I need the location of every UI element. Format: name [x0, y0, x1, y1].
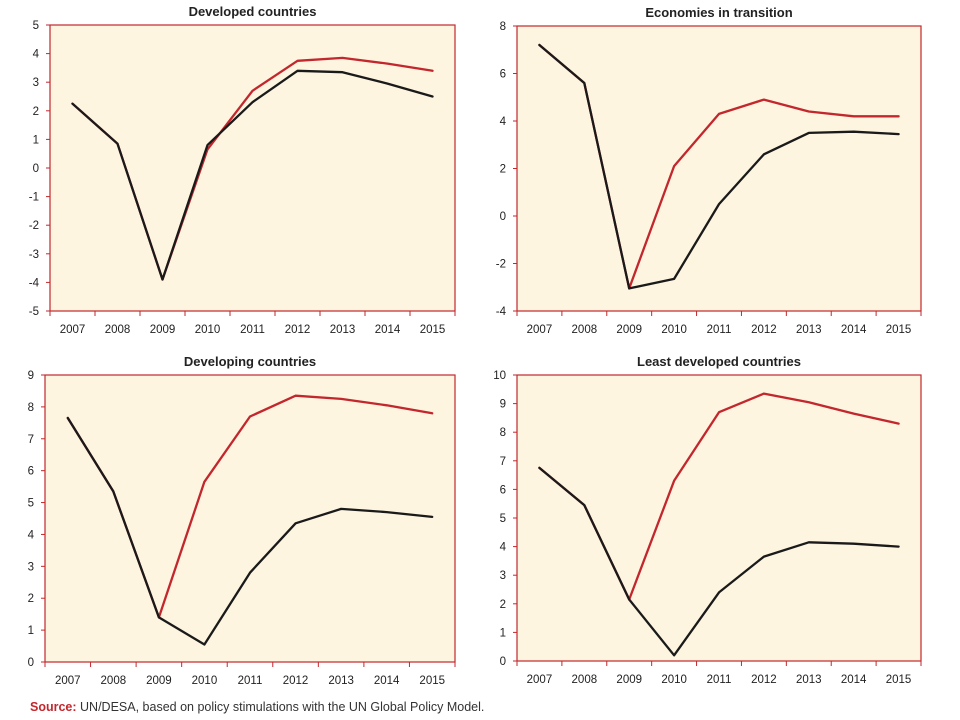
y-tick-label: 1: [500, 627, 506, 639]
y-tick-label: 5: [500, 513, 506, 525]
chart-title: Developed countries: [189, 4, 317, 19]
x-tick-label: 2012: [283, 675, 309, 687]
x-tick-label: 2010: [195, 324, 221, 336]
y-tick-label: 0: [500, 211, 506, 223]
plot-background: [517, 375, 921, 661]
x-tick-label: 2015: [886, 324, 912, 336]
y-tick-label: 5: [28, 498, 34, 510]
y-tick-label: -5: [29, 306, 39, 318]
x-tick-label: 2008: [105, 324, 131, 336]
y-tick-label: -2: [496, 259, 506, 271]
x-tick-label: 2013: [328, 675, 354, 687]
y-tick-label: 2: [500, 599, 506, 611]
plot-background: [517, 26, 921, 311]
y-tick-label: -3: [29, 249, 39, 261]
chart-panel-1: Developed countries 5 4 3 2 1 0 -1 -2 -3 -4 -5 2007 2…: [29, 4, 456, 336]
y-tick-label: 9: [500, 399, 506, 411]
x-tick-label: 2009: [150, 324, 176, 336]
x-tick-label: 2007: [527, 324, 553, 336]
chart-panel-2: Economies in transition 8 6 4 2 0 -2 -4 2007 2008…: [496, 5, 922, 336]
plot-frame: [44, 374, 456, 663]
x-tick-label: 2007: [527, 674, 553, 686]
x-tick-label: 2015: [419, 675, 445, 687]
y-tick-label: 4: [28, 529, 35, 541]
plot-frame: [516, 25, 922, 312]
y-tick-label: 6: [500, 484, 506, 496]
chart-title: Developing countries: [184, 354, 316, 369]
x-tick-label: 2014: [375, 324, 401, 336]
plot-frame: [516, 374, 922, 662]
y-tick-label: 6: [28, 466, 34, 478]
y-tick-label: 7: [28, 434, 34, 446]
x-tick-label: 2015: [886, 674, 912, 686]
x-tick-label: 2013: [330, 324, 356, 336]
x-tick-label: 2010: [192, 675, 218, 687]
x-tick-label: 2009: [616, 324, 642, 336]
x-tick-label: 2013: [796, 324, 822, 336]
y-tick-label: 0: [500, 656, 506, 668]
y-tick-label: -4: [496, 306, 507, 318]
y-tick-label: -1: [29, 192, 39, 204]
x-tick-label: 2009: [616, 674, 642, 686]
chart-panel-4: Least developed countries109876543210200…: [493, 354, 922, 686]
y-tick-label: 2: [33, 106, 39, 118]
x-tick-label: 2012: [285, 324, 311, 336]
series-line-2: [538, 43, 900, 290]
x-tick-label: 2007: [55, 675, 81, 687]
x-tick-label: 2012: [751, 324, 777, 336]
x-tick-label: 2010: [661, 674, 687, 686]
chart-title: Least developed countries: [637, 354, 801, 369]
y-tick-label: 2: [28, 593, 34, 605]
series-line-2: [71, 69, 434, 281]
y-tick-label: -4: [29, 277, 40, 289]
y-tick-label: 2: [500, 164, 506, 176]
x-tick-label: 2011: [240, 324, 265, 336]
series-line-2: [66, 416, 434, 646]
y-tick-label: 0: [28, 657, 34, 669]
source-label: Source:: [30, 700, 77, 714]
y-tick-label: 8: [28, 402, 34, 414]
plot-frame: [49, 24, 456, 312]
y-tick-label: 7: [500, 456, 506, 468]
x-tick-label: 2012: [751, 674, 777, 686]
series-line-2: [538, 466, 900, 657]
y-tick-label: 10: [493, 370, 506, 382]
x-tick-label: 2014: [374, 675, 400, 687]
y-tick-label: 3: [500, 570, 506, 582]
y-tick-label: 3: [33, 77, 39, 89]
y-tick-label: 6: [500, 69, 506, 81]
y-tick-label: 1: [28, 625, 34, 637]
x-tick-label: 2008: [101, 675, 127, 687]
x-tick-label: 2013: [796, 674, 822, 686]
source-note: Source: UN/DESA, based on policy stimula…: [30, 700, 484, 714]
plot-background: [50, 25, 455, 311]
x-tick-label: 2011: [238, 675, 263, 687]
x-tick-label: 2008: [572, 674, 598, 686]
y-tick-label: 5: [33, 20, 39, 32]
y-tick-label: 3: [28, 561, 34, 573]
y-tick-label: 4: [500, 116, 507, 128]
y-tick-label: 0: [33, 163, 39, 175]
x-tick-label: 2007: [60, 324, 86, 336]
x-tick-label: 2014: [841, 674, 867, 686]
y-tick-label: 8: [500, 427, 506, 439]
y-tick-label: 9: [28, 370, 34, 382]
chart-title: Economies in transition: [645, 5, 792, 20]
x-tick-label: 2011: [707, 674, 732, 686]
x-tick-label: 2011: [707, 324, 732, 336]
y-tick-label: 4: [500, 542, 507, 554]
x-tick-label: 2014: [841, 324, 867, 336]
chart-panel-3: Developing countries 9 8 7 6 5 4 3 2 1 0 2007 2008 20…: [28, 354, 456, 687]
x-tick-label: 2010: [661, 324, 687, 336]
x-tick-label: 2015: [420, 324, 446, 336]
y-tick-label: -2: [29, 220, 39, 232]
y-tick-label: 4: [33, 49, 40, 61]
plot-background: [45, 375, 455, 662]
source-text: UN/DESA, based on policy stimulations wi…: [80, 700, 485, 714]
y-tick-label: 1: [33, 134, 39, 146]
y-tick-label: 8: [500, 21, 506, 33]
x-tick-label: 2009: [146, 675, 172, 687]
x-tick-label: 2008: [572, 324, 598, 336]
